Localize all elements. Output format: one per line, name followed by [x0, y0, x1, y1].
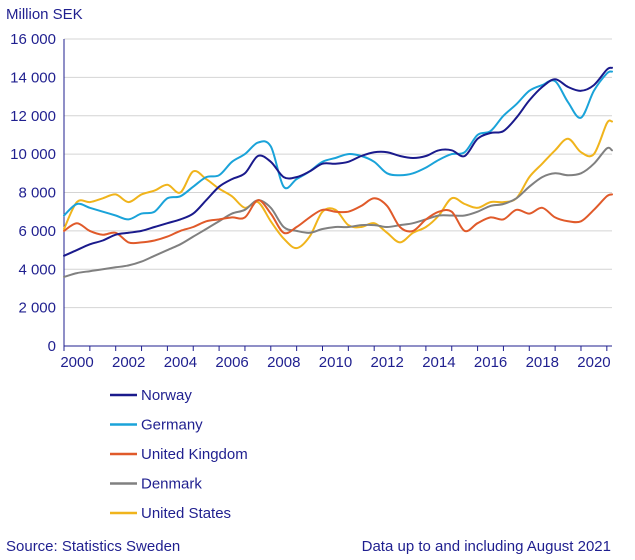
source-note: Source: Statistics Sweden [6, 538, 181, 555]
legend: Norway Germany United Kingdom Denmark United… [110, 387, 248, 522]
x-tick-label: 2000 [60, 354, 93, 371]
gridlines [64, 38, 612, 309]
legend-label-germany: Germany [141, 417, 203, 434]
x-tick-label: 2004 [164, 354, 197, 371]
x-tick-label: 2020 [577, 354, 610, 371]
x-tick-label: 2010 [319, 354, 352, 371]
x-tick-label: 2014 [422, 354, 455, 371]
y-tick-label: 12 000 [10, 108, 56, 125]
legend-label-united-states: United States [141, 505, 231, 522]
legend-label-norway: Norway [141, 387, 192, 404]
legend-label-denmark: Denmark [141, 476, 202, 493]
data-coverage-note: Data up to and including August 2021 [361, 538, 611, 555]
x-tick-label: 2018 [526, 354, 559, 371]
y-tick-label: 10 000 [10, 146, 56, 163]
x-tick-label: 2008 [267, 354, 300, 371]
series-line-germany [63, 70, 613, 221]
y-axis-ticks: 0 2 000 4 000 6 000 8 000 10 000 12 000 14 000 1… [10, 31, 56, 355]
x-tick-label: 2002 [112, 354, 145, 371]
y-tick-label: 4 000 [18, 261, 56, 278]
x-tick-label: 2016 [474, 354, 507, 371]
series-line-united-kingdom [63, 193, 613, 245]
y-tick-label: 16 000 [10, 31, 56, 48]
legend-label-united-kingdom: United Kingdom [141, 446, 248, 463]
y-tick-label: 8 000 [18, 185, 56, 202]
series-line-norway [63, 66, 613, 257]
y-tick-label: 6 000 [18, 223, 56, 240]
y-tick-label: 2 000 [18, 300, 56, 317]
series-line-denmark [63, 146, 613, 278]
y-axis-label: Million SEK [6, 6, 83, 23]
y-tick-label: 0 [48, 338, 56, 355]
axes [63, 39, 612, 351]
series-lines [63, 66, 613, 278]
x-tick-label: 2012 [371, 354, 404, 371]
x-tick-label: 2006 [215, 354, 248, 371]
series-line-united-states [63, 119, 613, 250]
x-axis-ticks: 2000 2002 2004 2006 2008 2010 2012 2014 2016 2018… [60, 354, 610, 371]
y-tick-label: 14 000 [10, 69, 56, 86]
